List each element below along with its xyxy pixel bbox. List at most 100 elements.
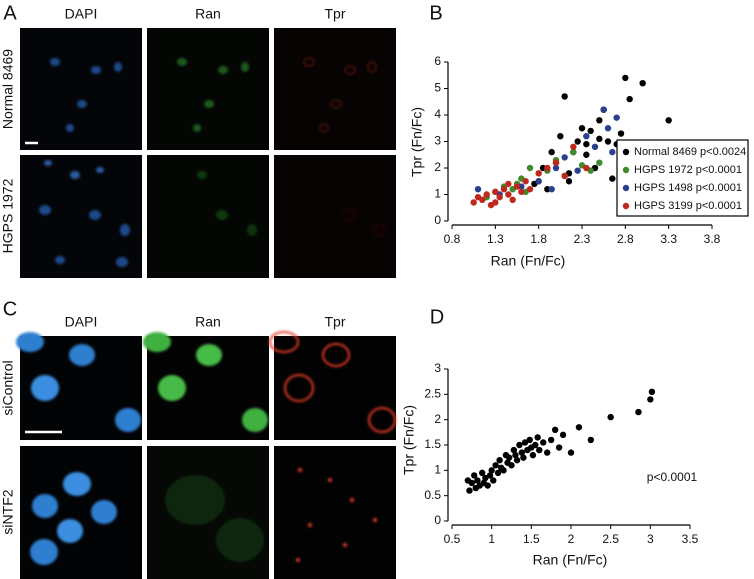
point — [574, 167, 581, 174]
point — [508, 462, 515, 469]
y-tick-label: 0.5 — [424, 488, 441, 502]
point — [488, 467, 495, 474]
point — [474, 477, 481, 484]
point — [635, 408, 642, 416]
point — [551, 426, 559, 433]
y-tick-label: 3 — [434, 361, 441, 375]
point — [609, 175, 616, 182]
point — [544, 449, 551, 456]
point — [536, 446, 543, 454]
point — [600, 106, 607, 113]
point — [609, 148, 616, 156]
y-tick-label: 0 — [434, 513, 441, 527]
point — [617, 130, 625, 137]
x-tick-label: 3 — [647, 532, 654, 546]
point — [505, 191, 512, 198]
legend-label: HGPS 1972 p<0.0001 — [634, 164, 742, 176]
point — [583, 164, 590, 172]
point — [604, 125, 612, 132]
point — [587, 436, 595, 444]
point — [596, 159, 603, 166]
point — [521, 439, 529, 446]
legend-box — [616, 139, 749, 217]
row-label: siNTF2 — [0, 489, 16, 534]
point — [510, 446, 518, 454]
point — [483, 191, 490, 198]
row-label: Normal 8469 — [0, 49, 16, 129]
x-tick-label: 1.5 — [523, 532, 540, 546]
point — [505, 454, 513, 461]
panel-letter: C — [3, 298, 17, 320]
point — [561, 93, 568, 100]
x-tick-label: 3.8 — [704, 232, 721, 246]
point — [565, 178, 573, 185]
y-tick-label: 0 — [434, 213, 441, 227]
point — [626, 95, 633, 103]
point — [535, 178, 542, 185]
point — [513, 457, 521, 464]
point — [578, 125, 586, 132]
point — [622, 74, 629, 82]
image — [147, 28, 269, 150]
y-tick-label: 6 — [434, 54, 441, 68]
point — [496, 457, 503, 464]
y-tick-label: 2 — [434, 160, 441, 174]
point — [665, 117, 672, 124]
image — [20, 28, 142, 150]
point — [559, 431, 567, 439]
point — [513, 183, 521, 190]
point — [486, 472, 494, 479]
legend-marker — [622, 148, 630, 156]
y-tick-label: 2.5 — [424, 387, 441, 401]
image — [274, 155, 396, 278]
row-label: siControl — [0, 360, 16, 415]
panel-letter: D — [430, 306, 444, 328]
point — [639, 80, 646, 87]
point — [500, 186, 508, 193]
image — [274, 336, 396, 440]
point — [479, 196, 486, 203]
y-tick-label: 3 — [434, 134, 441, 148]
y-tick-label: 4 — [434, 107, 441, 121]
point — [570, 148, 577, 156]
point — [512, 451, 519, 459]
y-tick-label: 2 — [434, 412, 441, 426]
legend-marker — [622, 184, 630, 192]
legend-label: Normal 8469 p<0.0024 — [634, 146, 746, 158]
point — [575, 424, 583, 431]
point — [520, 454, 527, 461]
legend-marker — [622, 166, 630, 174]
point — [544, 164, 551, 172]
point — [555, 444, 563, 451]
point — [484, 482, 491, 489]
point — [552, 159, 560, 166]
legend-label: HGPS 3199 p<0.0001 — [634, 200, 742, 212]
point — [647, 396, 654, 403]
point — [496, 193, 503, 201]
panel-letter: B — [429, 2, 442, 24]
x-axis-title: Ran (Fn/Fc) — [533, 552, 608, 568]
point — [500, 467, 507, 474]
row-label: HGPS 1972 — [0, 178, 16, 253]
point — [604, 138, 612, 145]
column-label: Ran — [195, 6, 221, 22]
image — [274, 28, 396, 150]
x-tick-label: 2.5 — [602, 532, 619, 546]
point — [583, 140, 590, 148]
point — [474, 186, 482, 193]
y-tick-label: 1 — [434, 187, 441, 201]
point — [532, 441, 539, 449]
x-tick-label: 3.3 — [660, 232, 677, 246]
x-tick-label: 1 — [488, 532, 495, 546]
point — [526, 436, 533, 444]
point — [561, 172, 568, 180]
point — [526, 164, 534, 172]
point — [596, 135, 603, 143]
point — [607, 413, 614, 421]
y-tick-label: 1 — [434, 463, 441, 477]
column-label: DAPI — [65, 6, 98, 22]
point — [471, 472, 478, 479]
x-tick-label: 2.8 — [617, 232, 634, 246]
